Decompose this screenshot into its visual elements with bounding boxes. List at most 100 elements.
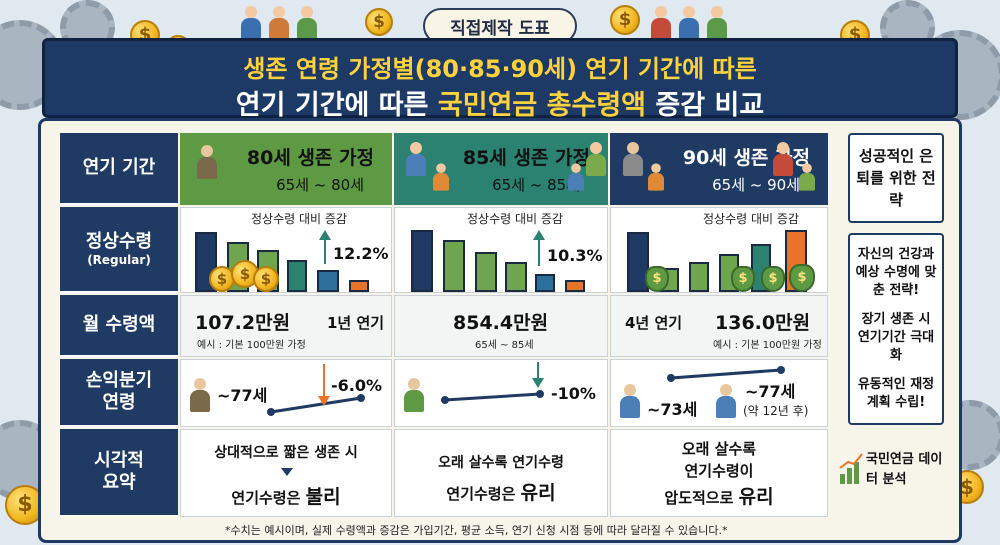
elderly-person-icon xyxy=(619,384,641,418)
money-bag-icon: $ xyxy=(645,266,669,292)
regular-change-85: 10.3% xyxy=(547,246,603,265)
family-person-icon xyxy=(622,142,644,176)
person-icon xyxy=(706,6,728,40)
footnote: *수치는 예시이며, 실제 수령액과 증감은 가입기간, 평균 소득, 연기 신… xyxy=(225,524,728,537)
summary-strong-90: 유리 xyxy=(738,486,774,508)
down-arrow xyxy=(281,468,293,476)
coin-stack-icon: $ xyxy=(209,266,235,292)
regular-cell-90: 정상수령 대비 증감 $ $ $ $ xyxy=(610,207,828,293)
breakeven-cell-90: ~73세 ~77세 (약 12년 후) xyxy=(610,359,828,427)
bar xyxy=(317,270,339,292)
money-bag-icon: $ xyxy=(761,266,785,292)
regular-caption-90: 정상수령 대비 증감 xyxy=(703,212,799,226)
title-highlight: 국민연금 총수령액 xyxy=(437,90,647,121)
column-range-90: 65세 ~ 90세 xyxy=(712,176,800,194)
regular-caption-85: 정상수령 대비 증감 xyxy=(467,212,563,226)
breakeven-age-high-note-90: (약 12년 후) xyxy=(743,404,809,418)
coin-icon: $ xyxy=(610,5,640,35)
row-header-summary: 시각적 요약 xyxy=(60,429,178,517)
column-range-85: 65세 ~ 85세 xyxy=(492,176,580,194)
breakeven-line-90 xyxy=(667,366,785,382)
breakeven-age-80: ~77세 xyxy=(217,386,268,405)
sidebar-strategy: 성공적인 은퇴를 위한 전략 xyxy=(848,133,944,223)
arrow-head xyxy=(533,230,545,240)
monthly-amount-80: 107.2만원 xyxy=(195,312,291,334)
breakeven-line-85 xyxy=(441,362,544,404)
breakeven-change-85: -10% xyxy=(551,384,596,403)
column-title-85: 85세 생존 가정 xyxy=(462,147,590,169)
person-icon xyxy=(268,6,290,40)
bar xyxy=(505,262,527,292)
summary-cell-90: 오래 살수록 연기수령이 압도적으로 유리 xyxy=(610,429,828,517)
column-title-80: 80세 생존 가정 xyxy=(246,147,374,169)
title-line-2-post: 증감 비교 xyxy=(646,90,765,121)
family-person-icon xyxy=(585,142,607,176)
summary-line2-80: 연기수령은 불리 xyxy=(181,482,391,509)
summary-line2-pre-85: 연기수령은 xyxy=(446,485,521,503)
monthly-delay-80: 1년 연기 xyxy=(327,314,385,332)
monthly-amount-90: 136.0만원 xyxy=(715,312,811,334)
summary-cell-85: 오래 살수록 연기수령 연기수령은 유리 xyxy=(394,429,608,517)
elderly-person-icon xyxy=(403,378,425,412)
breakeven-change-80: -6.0% xyxy=(331,376,383,395)
person-icon xyxy=(678,6,700,40)
row-header-breakeven-sub: 연령 xyxy=(102,392,136,413)
monthly-cell-85: 854.4만원 65세 ~ 85세 xyxy=(394,295,608,357)
sidebar-tip-1: 자신의 건강과 예상 수명에 맞춘 전략! xyxy=(855,247,937,299)
regular-cell-80: 정상수령 대비 증감 $ $ $ 12.2% xyxy=(180,207,392,293)
breakeven-cell-80: ~77세 -6.0% xyxy=(180,359,392,427)
bar xyxy=(411,230,433,292)
summary-line1-90: 오래 살수록 xyxy=(681,440,757,458)
sidebar-strategy-text: 성공적인 은퇴를 위한 전략 xyxy=(856,147,936,209)
bar xyxy=(689,262,709,292)
summary-line2-90: 연기수령이 xyxy=(684,462,754,480)
monthly-note-85: 65세 ~ 85세 xyxy=(475,340,534,351)
row-header-monthly: 월 수령액 xyxy=(60,295,178,357)
money-bag-icon: $ xyxy=(789,264,815,292)
bar xyxy=(627,232,649,292)
monthly-cell-90: 4년 연기 136.0만원 예시 : 기본 100만원 가정 xyxy=(610,295,828,357)
row-header-period-label: 연기 기간 xyxy=(82,157,156,178)
summary-line2-85: 연기수령은 유리 xyxy=(395,478,607,505)
chart-growth-icon xyxy=(839,453,863,484)
up-arrow xyxy=(538,238,540,266)
elderly-person-icon xyxy=(715,384,737,418)
sidebar-tips: 자신의 건강과 예상 수명에 맞춘 전략! 장기 생존 시 연기기간 극대화 유… xyxy=(848,233,944,425)
summary-cell-80: 상대적으로 짧은 생존 시 연기수령은 불리 xyxy=(180,429,392,517)
family-person-icon xyxy=(405,142,427,176)
breakeven-cell-85: -10% xyxy=(394,359,608,427)
summary-strong-85: 유리 xyxy=(520,482,556,504)
title-line-2: 연기 기간에 따른 국민연금 총수령액 증감 비교 xyxy=(45,83,955,122)
title-banner: 생존 연령 가정별(80·85·90세) 연기 기간에 따른 연기 기간에 따른… xyxy=(42,38,958,121)
monthly-cell-80: 107.2만원 예시 : 기본 100만원 가정 1년 연기 xyxy=(180,295,392,357)
bar xyxy=(475,252,497,292)
regular-change-80: 12.2% xyxy=(333,244,389,263)
family-person-icon xyxy=(772,142,794,176)
family-person-icon xyxy=(798,163,816,191)
summary-line1-80: 상대적으로 짧은 생존 시 xyxy=(214,445,358,461)
title-line-1: 생존 연령 가정별(80·85·90세) 연기 기간에 따른 xyxy=(243,55,757,83)
row-header-period: 연기 기간 xyxy=(60,133,178,205)
up-arrow xyxy=(324,238,326,264)
money-bag-icon: $ xyxy=(731,266,755,292)
row-header-monthly-label: 월 수령액 xyxy=(82,314,156,335)
breakeven-line-80 xyxy=(267,364,365,416)
column-range-80: 65세 ~ 80세 xyxy=(276,176,364,194)
regular-cell-85: 정상수령 대비 증감 10.3% xyxy=(394,207,608,293)
elderly-person-icon xyxy=(196,145,218,179)
person-icon xyxy=(296,6,318,40)
breakeven-age-high-90: ~77세 xyxy=(745,382,796,401)
family-person-icon xyxy=(647,163,665,191)
monthly-amount-85: 854.4만원 xyxy=(453,312,549,334)
elderly-person-icon xyxy=(189,378,211,412)
coin-icon: $ xyxy=(365,8,393,36)
sidebar-brand-text: 국민연금 데이터 분석 xyxy=(866,452,943,487)
person-icon xyxy=(240,6,262,40)
summary-line3-90: 압도적으로 유리 xyxy=(611,482,827,509)
summary-line2-pre-80: 연기수령은 xyxy=(231,489,306,507)
row-header-summary-label: 시각적 xyxy=(94,450,144,471)
row-header-summary-sub: 요약 xyxy=(102,472,136,493)
person-icon xyxy=(650,6,672,40)
summary-line1-85: 오래 살수록 연기수령 xyxy=(438,455,564,471)
sidebar-brand: 국민연금 데이터 분석 xyxy=(839,448,950,498)
